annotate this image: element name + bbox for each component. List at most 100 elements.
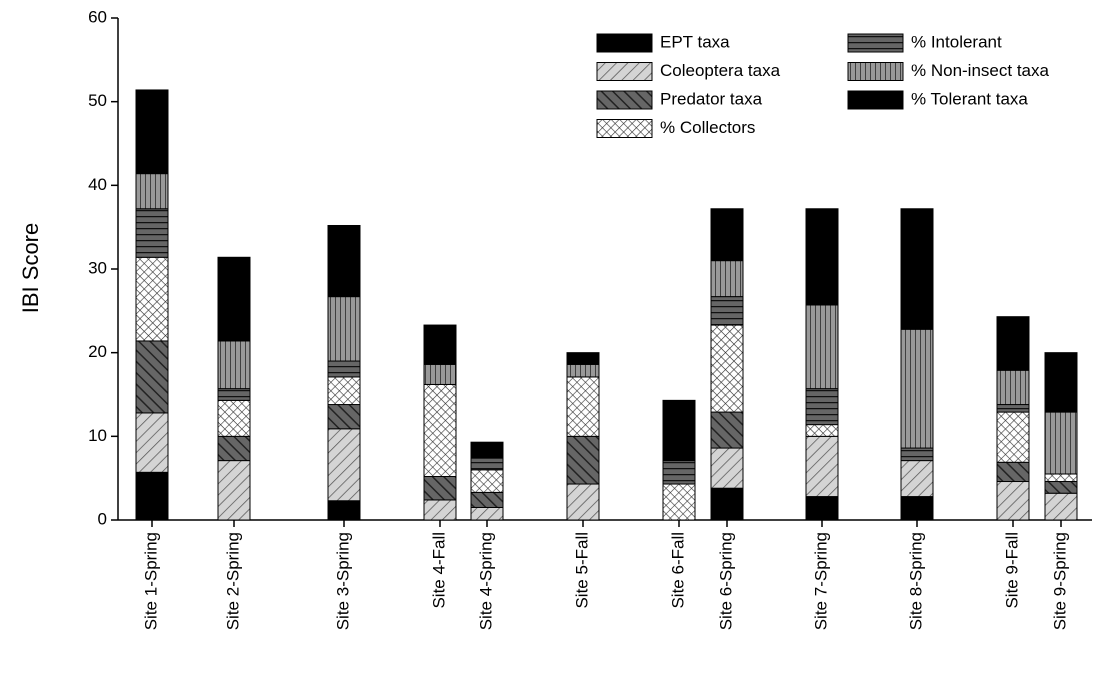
y-tick-label: 20 [88,342,107,361]
bar-segment [470,506,504,521]
bar-segment [566,363,600,378]
bar-segment [217,340,251,390]
x-tick-label: Site 6-Fall [668,532,687,609]
bar-segment [423,475,457,501]
bar-segment [327,224,361,298]
legend-label: % Intolerant [911,32,1002,51]
bar-segment [805,496,839,521]
bar-segment [470,491,504,508]
bar-segment [423,499,457,521]
bar-segment [900,460,934,498]
bar-segment [1044,411,1078,475]
y-tick-label: 60 [88,7,107,26]
bar-segment [900,496,934,521]
bar-segment [805,424,839,437]
y-tick-label: 50 [88,91,107,110]
legend-swatch [847,33,904,53]
legend-label: % Non-insect taxa [911,61,1049,80]
bar-segment [423,383,457,477]
legend-swatch [847,90,904,110]
bar-segment [900,208,934,330]
bar-segment [662,399,696,462]
bar-segment [710,411,744,449]
bar-segment [1044,492,1078,521]
bar-segment [135,173,169,210]
bar-segment [662,483,696,521]
bar-segment [470,469,504,493]
bar-segment [217,460,251,521]
legend-label: Predator taxa [660,89,763,108]
bar-segment [135,89,169,175]
legend-swatch [596,62,653,81]
bar-segment [566,376,600,437]
bar-segment [217,388,251,401]
legend-label: Coleoptera taxa [660,61,781,80]
bar-segment [327,296,361,362]
x-tick-label: Site 3-Spring [333,532,352,630]
bar-segment [996,316,1030,371]
bar-segment [805,388,839,426]
legend-label: % Tolerant taxa [911,89,1028,108]
bar-segment [805,435,839,498]
bar-segment [135,471,169,521]
bar-segment [805,304,839,390]
bar-segment [327,500,361,521]
legend-swatch [596,33,653,53]
bar-segment [996,369,1030,406]
y-tick-label: 30 [88,258,107,277]
x-tick-label: Site 8-Spring [906,532,925,630]
bar-segment [217,399,251,437]
y-tick-label: 10 [88,426,107,445]
bar-segment [327,360,361,378]
bar-segment [327,428,361,502]
bar-segment [566,435,600,485]
bar-segment [135,208,169,258]
bar-segment [566,483,600,521]
bar-segment [1044,481,1078,494]
bar-segment [327,404,361,430]
bar-segment [423,363,457,385]
legend-label: EPT taxa [660,32,730,51]
bar-segment [996,411,1030,463]
bar-segment [217,435,251,462]
bar-segment [805,208,839,306]
bar-segment [217,256,251,342]
bar-segment [900,328,934,449]
legend-label: % Collectors [660,118,755,137]
y-tick-label: 0 [98,509,107,528]
x-tick-label: Site 4-Spring [476,532,495,630]
bar-segment [710,208,744,262]
bar-segment [710,296,744,326]
bar-segment [135,340,169,414]
bar-segment [1044,352,1078,413]
bar-segment [996,404,1030,413]
legend-swatch [596,119,653,138]
x-tick-label: Site 9-Fall [1002,532,1021,609]
x-tick-label: Site 6-Spring [716,532,735,630]
x-tick-label: Site 4-Fall [429,532,448,609]
x-tick-label: Site 9-Spring [1050,532,1069,630]
bar-segment [710,260,744,298]
x-tick-label: Site 2-Spring [223,532,242,630]
bar-segment [135,412,169,473]
bar-segment [470,457,504,471]
bar-segment [662,460,696,485]
bar-segment [710,447,744,489]
bar-segment [470,441,504,459]
bar-segment [710,324,744,413]
bar-segment [1044,473,1078,483]
bar-segment [900,447,934,462]
x-tick-label: Site 5-Fall [572,532,591,609]
bar-segment [710,487,744,521]
bar-segment [996,481,1030,521]
bar-segment [996,461,1030,483]
bar-segment [135,256,169,342]
legend-swatch [847,62,904,81]
x-tick-label: Site 7-Spring [811,532,830,630]
legend-swatch [596,90,653,110]
bar-segment [566,352,600,365]
bar-segment [423,324,457,365]
y-tick-label: 40 [88,175,107,194]
y-axis-label: IBI Score [18,223,43,313]
x-tick-label: Site 1-Spring [141,532,160,630]
